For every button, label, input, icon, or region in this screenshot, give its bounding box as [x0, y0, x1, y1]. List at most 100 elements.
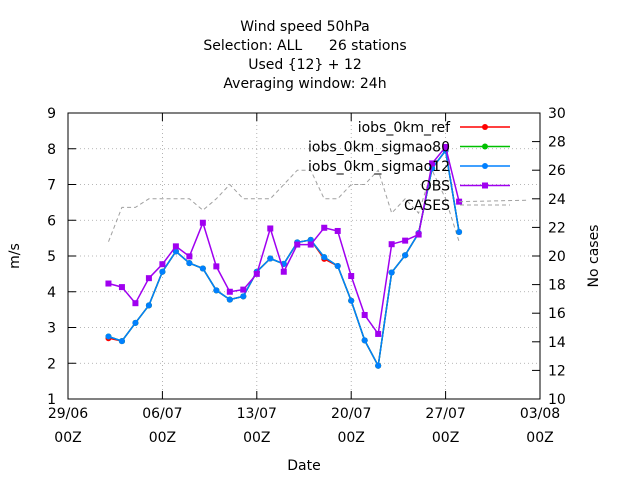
data-point [159, 268, 166, 275]
y-tick-label: 6 [47, 213, 56, 229]
legend-label: iobs_0km_ref [358, 120, 451, 136]
data-point [226, 296, 233, 303]
y-tick-label: 2 [47, 356, 56, 372]
data-point [402, 252, 409, 259]
data-point [118, 338, 125, 345]
data-point [334, 263, 341, 270]
legend-marker [482, 182, 488, 189]
y2-tick-label: 26 [548, 163, 566, 179]
data-point [294, 241, 301, 248]
y2-tick-label: 18 [548, 278, 566, 294]
y2-tick-label: 14 [548, 335, 566, 351]
title-line: Wind speed 50hPa [240, 19, 369, 35]
data-point [321, 224, 328, 231]
data-point [145, 302, 152, 309]
title-line: Averaging window: 24h [223, 76, 386, 92]
y2-tick-label: 22 [548, 220, 566, 236]
x-tick-label: 00Z [526, 430, 553, 446]
data-point [132, 300, 139, 307]
series-line-4 [108, 168, 460, 242]
x-tick-label: 00Z [243, 430, 270, 446]
data-point [226, 288, 233, 295]
legend-label: iobs_0km_sigmao80 [308, 140, 450, 156]
data-point [186, 260, 193, 267]
y2-tick-label: 20 [548, 249, 566, 265]
chart-title: Wind speed 50hPa Selection: ALL 26 statio… [203, 19, 406, 92]
legend-marker [482, 124, 488, 130]
y2-tick-label: 28 [548, 135, 566, 151]
data-point [105, 280, 112, 287]
cases-tail [459, 199, 527, 203]
y2-tick-label: 12 [548, 363, 566, 379]
legend-label: iobs_0km_sigmao12 [308, 159, 450, 175]
y-tick-label: 7 [47, 178, 56, 194]
x-tick-label: 13/07 [237, 406, 277, 422]
data-point [172, 248, 179, 255]
data-point [415, 231, 422, 238]
y-tick-label: 9 [47, 106, 56, 122]
x-tick-label: 03/08 [520, 406, 560, 422]
plot-frame [67, 112, 541, 400]
grid [68, 113, 540, 399]
y2-tick-label: 10 [548, 392, 566, 408]
data-point [402, 237, 409, 244]
y-tick-label: 5 [47, 249, 56, 265]
series-line-2 [108, 148, 460, 369]
series-line-1 [108, 148, 460, 369]
data-point [388, 241, 395, 248]
data-point [442, 143, 449, 150]
y-tick-label: 1 [47, 392, 56, 408]
legend-marker [482, 163, 488, 169]
data-point [375, 362, 382, 369]
data-point [132, 319, 139, 326]
data-point [253, 270, 260, 277]
data-point [307, 241, 314, 248]
data-point [348, 297, 355, 304]
y2-tick-label: 24 [548, 192, 566, 208]
data-point [361, 311, 368, 318]
data-point [213, 287, 220, 294]
y2-tick-label: 30 [548, 106, 566, 122]
series-lines [105, 143, 527, 369]
legend-marker [482, 143, 488, 150]
y2-axis-label: No cases [586, 225, 602, 288]
y-tick-label: 8 [47, 142, 56, 158]
data-point [199, 265, 206, 272]
data-point [280, 268, 287, 275]
data-point [105, 333, 112, 340]
y2-tick-label: 16 [548, 306, 566, 322]
data-point [118, 284, 125, 291]
x-tick-label: 00Z [149, 430, 176, 446]
data-point [199, 219, 206, 226]
x-tick-label: 00Z [432, 430, 459, 446]
data-point [361, 337, 368, 344]
data-point [267, 225, 274, 232]
x-tick-label: 20/07 [331, 406, 371, 422]
title-line: Selection: ALL 26 stations [203, 38, 406, 54]
data-point [334, 227, 341, 234]
x-tick-label: 06/07 [142, 406, 182, 422]
legend-label: CASES [404, 198, 450, 214]
title-line: Used {12} + 12 [248, 57, 362, 73]
data-point [307, 236, 314, 243]
x-tick-label: 29/06 [48, 406, 88, 422]
y-tick-label: 4 [47, 285, 56, 301]
x-tick-label: 00Z [337, 430, 364, 446]
data-point [145, 275, 152, 282]
y-tick-label: 3 [47, 321, 56, 337]
axis-ticks: 123456789101214161820222426283029/0600Z0… [47, 106, 566, 446]
y-axis-label: m/s [7, 243, 23, 269]
series-line-0 [108, 148, 460, 369]
data-point [240, 286, 247, 293]
x-axis-label: Date [287, 458, 320, 474]
legend: iobs_0km_ref iobs_0km_sigmao80 iobs_0km_si… [308, 120, 510, 214]
data-point [159, 261, 166, 268]
legend-label: OBS [421, 179, 450, 195]
data-point [348, 273, 355, 280]
data-point [429, 160, 436, 167]
data-point [213, 263, 220, 270]
data-point [186, 253, 193, 260]
data-point [321, 254, 328, 261]
data-point [172, 243, 179, 250]
